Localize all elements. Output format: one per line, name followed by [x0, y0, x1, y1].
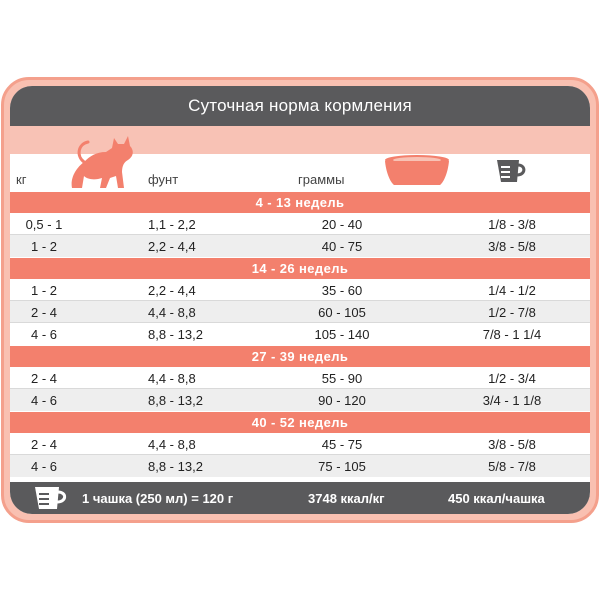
cell-grams: 90 - 120	[318, 393, 366, 408]
table-row: 4 - 6 8,8 - 13,2 90 - 120 3/4 - 1 1/8	[10, 389, 590, 411]
row-divider	[10, 234, 590, 235]
cell-cups: 1/8 - 3/8	[488, 217, 536, 232]
cell-kg: 4 - 6	[30, 327, 57, 342]
cell-lb: 8,8 - 13,2	[148, 393, 203, 408]
column-kg-label: кг	[16, 172, 27, 187]
table-title: Суточная норма кормления	[10, 86, 590, 126]
header-band	[10, 126, 590, 154]
measuring-cup-icon	[497, 160, 526, 182]
table-row: 4 - 6 8,8 - 13,2 75 - 105 5/8 - 7/8	[10, 455, 590, 477]
table-row: 2 - 4 4,4 - 8,8 60 - 105 1/2 - 7/8	[10, 301, 590, 323]
cell-cups: 1/2 - 3/4	[488, 371, 536, 386]
cell-lb: 4,4 - 8,8	[148, 437, 196, 452]
feeding-table: Суточная норма кормления кг фунт граммы …	[10, 86, 590, 514]
cell-grams: 40 - 75	[321, 239, 363, 254]
cell-kg: 2 - 4	[30, 437, 57, 452]
row-divider	[10, 388, 590, 389]
cell-lb: 4,4 - 8,8	[148, 305, 196, 320]
measuring-cup-icon	[35, 487, 67, 509]
cell-cups: 1/2 - 7/8	[488, 305, 536, 320]
table-row: 2 - 4 4,4 - 8,8 45 - 75 3/8 - 5/8	[10, 433, 590, 455]
table-row: 2 - 4 4,4 - 8,8 55 - 90 1/2 - 3/4	[10, 367, 590, 389]
cell-lb: 8,8 - 13,2	[148, 327, 203, 342]
section-header-1: 4 - 13 недель	[10, 192, 590, 213]
cat-icon	[71, 136, 133, 188]
cell-grams: 20 - 40	[321, 217, 363, 232]
table-row: 4 - 6 8,8 - 13,2 105 - 140 7/8 - 1 1/4	[10, 323, 590, 345]
row-divider	[10, 454, 590, 455]
footer-kcal-per-cup: 450 ккал/чашка	[448, 491, 545, 506]
cell-grams: 105 - 140	[314, 327, 370, 342]
footer-kcal-per-kg: 3748 ккал/кг	[308, 491, 385, 506]
table-row: 1 - 2 2,2 - 4,4 35 - 60 1/4 - 1/2	[10, 279, 590, 301]
footer-bar: 1 чашка (250 мл) = 120 г 3748 ккал/кг 45…	[10, 482, 590, 514]
cell-lb: 2,2 - 4,4	[148, 283, 196, 298]
cell-lb: 1,1 - 2,2	[148, 217, 196, 232]
section-header-3: 27 - 39 недель	[10, 346, 590, 367]
cell-lb: 2,2 - 4,4	[148, 239, 196, 254]
table-row: 0,5 - 1 1,1 - 2,2 20 - 40 1/8 - 3/8	[10, 213, 590, 235]
section-header-4: 40 - 52 недель	[10, 412, 590, 433]
cell-grams: 55 - 90	[321, 371, 363, 386]
cell-kg: 0,5 - 1	[25, 217, 63, 232]
cell-kg: 4 - 6	[30, 393, 57, 408]
column-lb-label: фунт	[148, 172, 179, 187]
cell-kg: 2 - 4	[30, 305, 57, 320]
bowl-icon	[385, 155, 449, 185]
cell-kg: 2 - 4	[30, 371, 57, 386]
cell-lb: 8,8 - 13,2	[148, 459, 203, 474]
section-header-2: 14 - 26 недель	[10, 258, 590, 279]
cell-grams: 45 - 75	[321, 437, 363, 452]
cell-kg: 1 - 2	[30, 239, 57, 254]
row-divider	[10, 322, 590, 323]
cell-grams: 60 - 105	[318, 305, 366, 320]
cell-cups: 3/8 - 5/8	[488, 437, 536, 452]
cell-grams: 75 - 105	[318, 459, 366, 474]
cell-lb: 4,4 - 8,8	[148, 371, 196, 386]
column-grams-label: граммы	[298, 172, 345, 187]
cell-cups: 1/4 - 1/2	[488, 283, 536, 298]
footer-cup-size: 1 чашка (250 мл) = 120 г	[82, 491, 234, 506]
cell-cups: 3/4 - 1 1/8	[482, 393, 542, 408]
cell-cups: 7/8 - 1 1/4	[482, 327, 542, 342]
row-divider	[10, 300, 590, 301]
cell-cups: 3/8 - 5/8	[488, 239, 536, 254]
table-row: 1 - 2 2,2 - 4,4 40 - 75 3/8 - 5/8	[10, 235, 590, 257]
cell-cups: 5/8 - 7/8	[488, 459, 536, 474]
cell-grams: 35 - 60	[321, 283, 363, 298]
cell-kg: 4 - 6	[30, 459, 57, 474]
cell-kg: 1 - 2	[30, 283, 57, 298]
feeding-table-card: Суточная норма кормления кг фунт граммы …	[1, 77, 599, 523]
